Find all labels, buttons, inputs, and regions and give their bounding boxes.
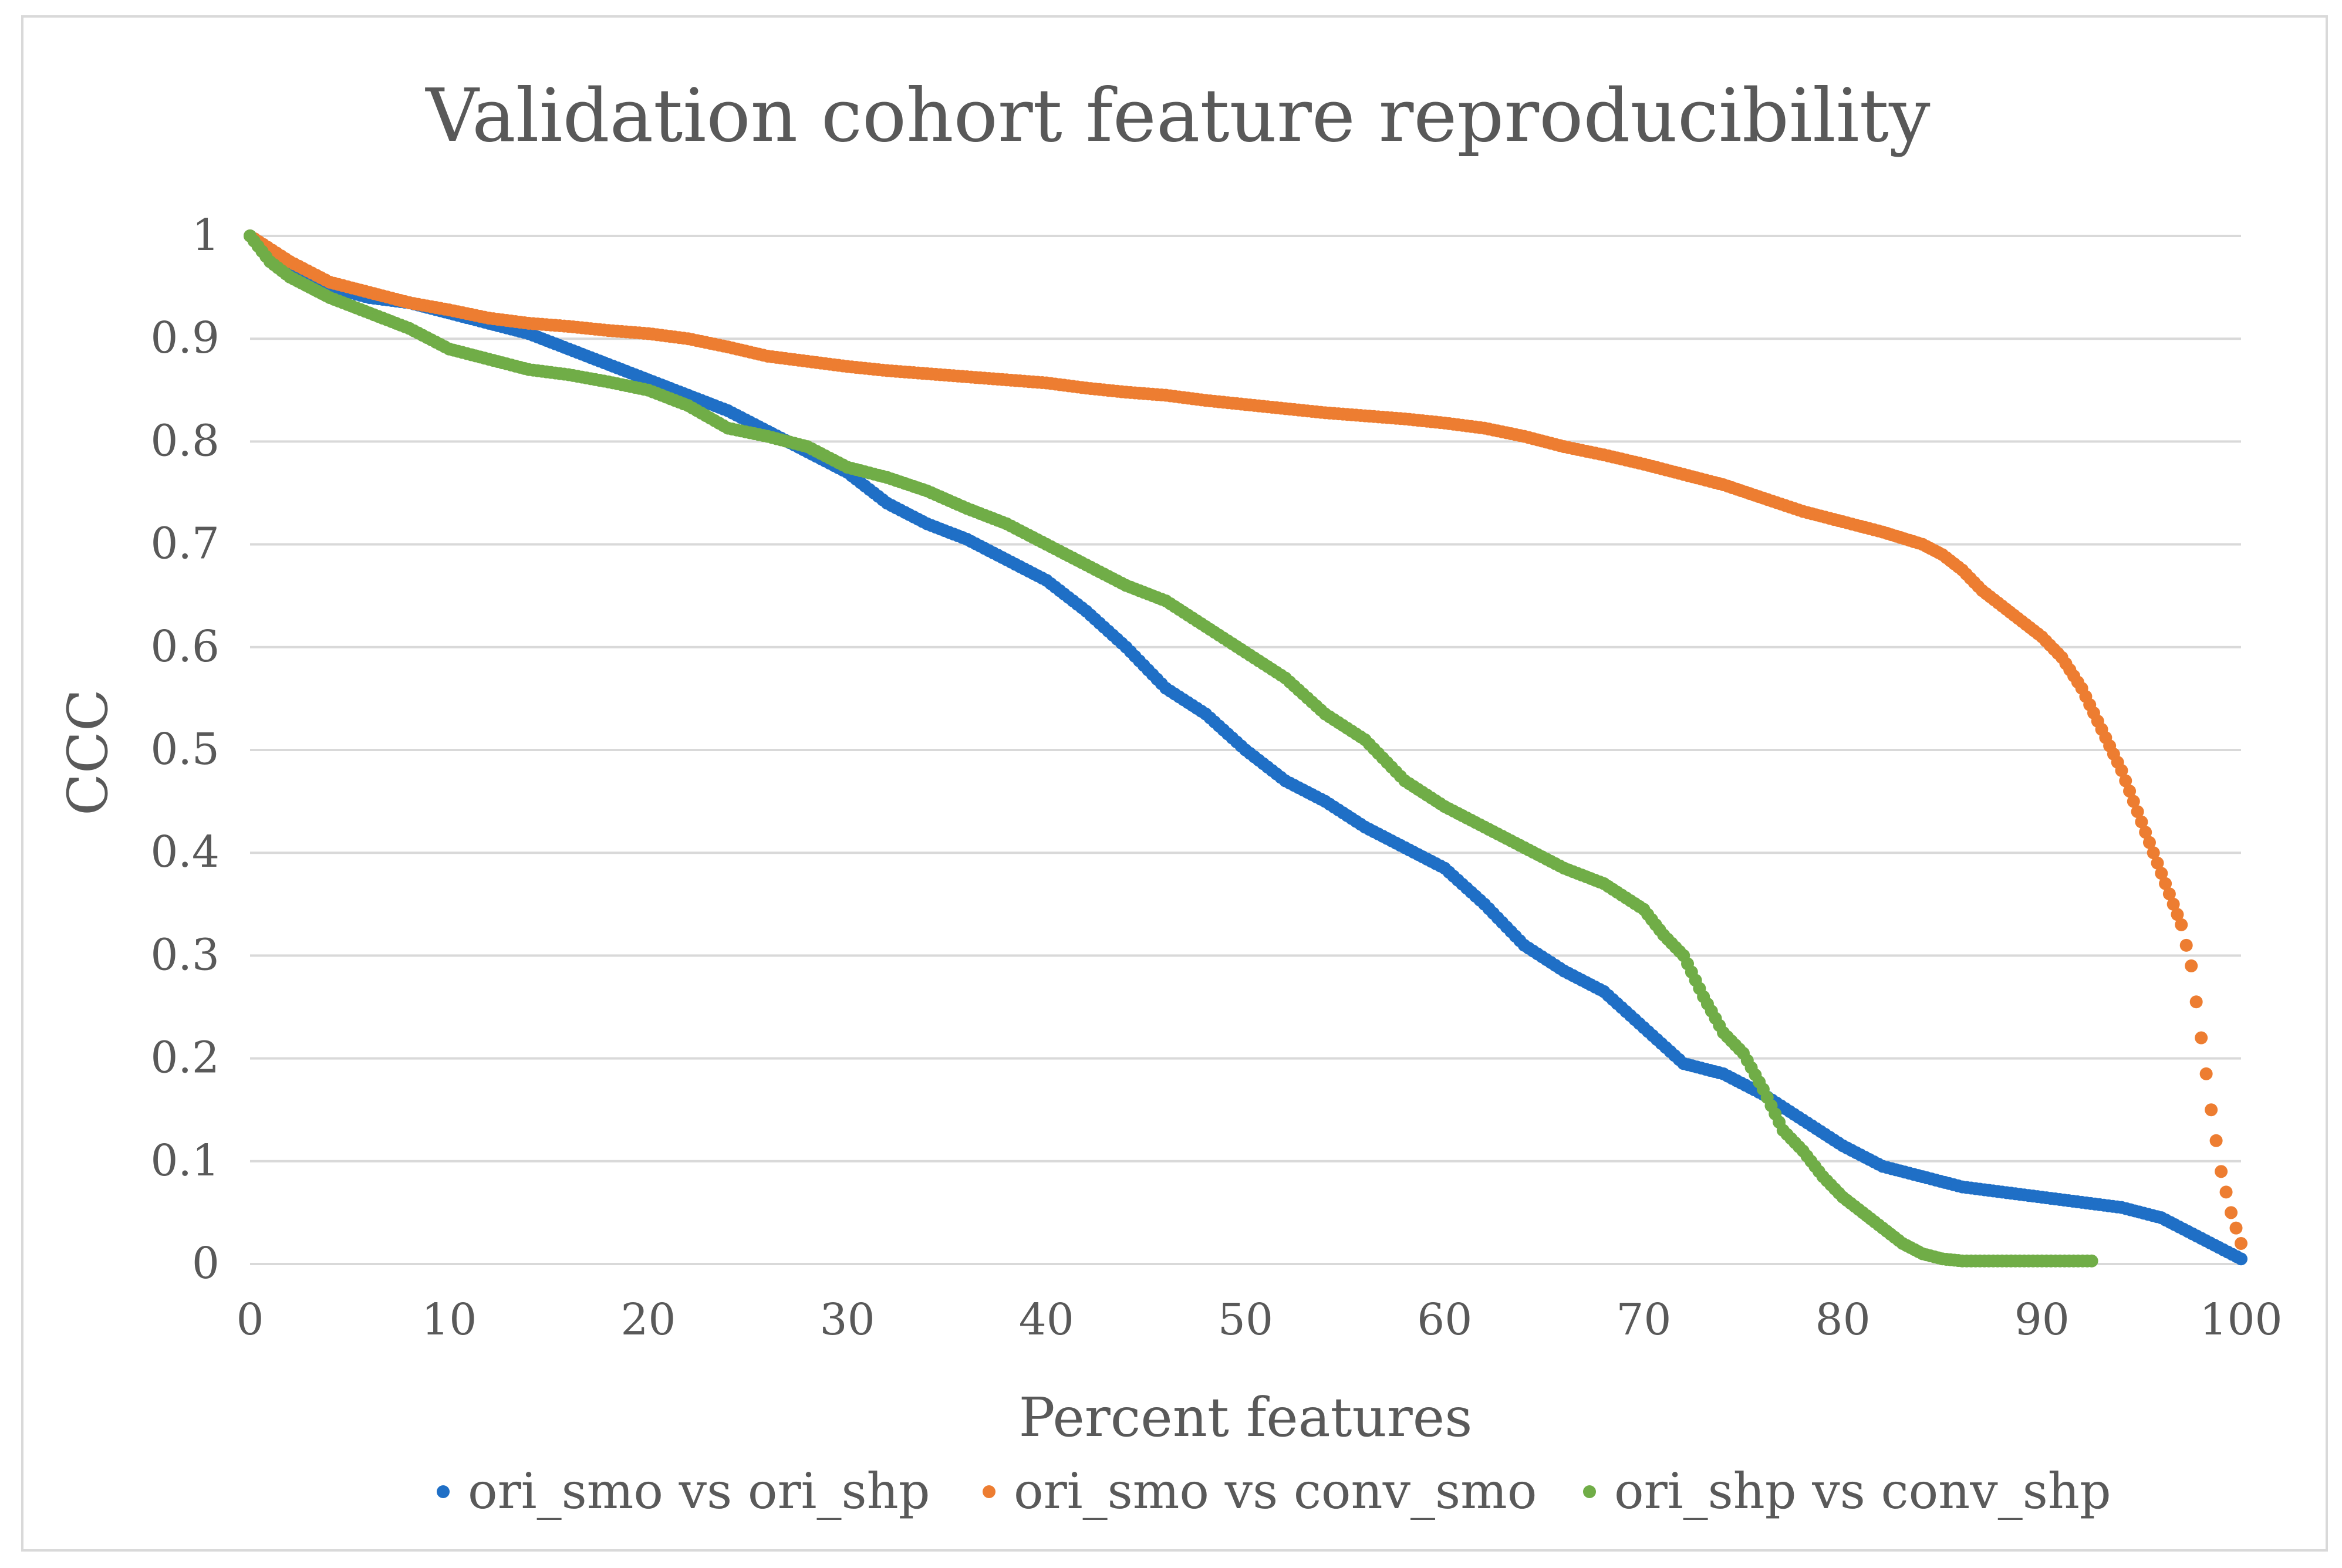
y-tick-label: 0.7	[150, 519, 220, 569]
y-tick-label: 0.8	[150, 415, 220, 466]
data-point	[2205, 1103, 2218, 1117]
data-point	[2085, 1254, 2098, 1268]
data-point	[2155, 867, 2168, 880]
data-point	[2235, 1252, 2247, 1266]
series-ori-smo-vs-ori-shp	[244, 229, 2247, 1266]
data-point	[2151, 856, 2164, 870]
chart-svg: 0 0.1 0.2 0.3 0.4 0.5 0.6 0.7 0.8 0.9 1 0 10 20 30 40 5…	[56, 73, 2283, 1520]
x-axis-label: Percent features	[1019, 1386, 1473, 1449]
data-point	[2135, 815, 2148, 829]
data-point	[2235, 1236, 2247, 1250]
data-point	[2225, 1206, 2238, 1219]
data-point	[2229, 1221, 2243, 1235]
data-point	[2123, 785, 2137, 798]
chart-frame: 0 0.1 0.2 0.3 0.4 0.5 0.6 0.7 0.8 0.9 1 0 10 20 30 40 5…	[21, 15, 2328, 1552]
x-tick-label: 0	[236, 1295, 264, 1345]
series-layer	[244, 229, 2247, 1268]
x-tick-label: 20	[620, 1295, 676, 1345]
x-tick-label: 40	[1019, 1295, 1074, 1345]
legend-label-ori-smo-vs-ori-shp: ori_smo vs ori_shp	[468, 1462, 930, 1520]
legend-marker-ori-smo-vs-ori-shp	[437, 1485, 450, 1498]
data-point	[2147, 846, 2160, 860]
y-tick-label: 0.3	[150, 930, 220, 980]
data-point	[2179, 938, 2193, 952]
data-point	[2115, 764, 2128, 778]
series-ori-shp-vs-conv-shp	[244, 229, 2098, 1268]
y-tick-label: 0	[192, 1238, 220, 1289]
data-point	[2119, 774, 2132, 788]
data-point	[2215, 1165, 2228, 1178]
data-point	[2166, 897, 2180, 911]
y-tick-label: 0.2	[150, 1033, 220, 1083]
legend-marker-ori-smo-vs-conv-smo	[983, 1485, 995, 1498]
data-point	[2199, 1067, 2213, 1080]
x-tick-label: 30	[820, 1295, 875, 1345]
y-tick-label: 0.4	[150, 827, 220, 877]
data-point	[2162, 887, 2176, 901]
data-point	[2189, 995, 2203, 1009]
data-point	[2127, 795, 2140, 808]
x-tick-labels: 0 10 20 30 40 50 60 70 80 90 100	[236, 1295, 2282, 1345]
legend-label-ori-shp-vs-conv-shp: ori_shp vs conv_shp	[1614, 1462, 2111, 1520]
data-point	[2131, 805, 2144, 819]
x-tick-label: 80	[1815, 1295, 1871, 1345]
y-tick-labels: 0 0.1 0.2 0.3 0.4 0.5 0.6 0.7 0.8 0.9 1	[150, 210, 220, 1289]
y-tick-label: 1	[192, 210, 220, 261]
y-tick-label: 0.9	[150, 313, 220, 363]
x-tick-label: 90	[2014, 1295, 2070, 1345]
legend-label-ori-smo-vs-conv-smo: ori_smo vs conv_smo	[1014, 1462, 1537, 1520]
x-tick-label: 60	[1417, 1295, 1472, 1345]
x-tick-label: 50	[1218, 1295, 1273, 1345]
data-point	[2209, 1134, 2223, 1147]
data-point	[2195, 1031, 2208, 1045]
legend: ori_smo vs ori_shp ori_smo vs conv_smo o…	[437, 1462, 2111, 1520]
y-tick-label: 0.6	[150, 621, 220, 672]
data-point	[2171, 908, 2184, 921]
x-tick-label: 10	[421, 1295, 477, 1345]
y-tick-label: 0.1	[150, 1136, 220, 1186]
y-tick-label: 0.5	[150, 724, 220, 775]
y-axis-label: CCC	[56, 689, 120, 816]
data-point	[2175, 918, 2188, 931]
series-ori-smo-vs-conv-smo	[244, 229, 2247, 1250]
data-point	[2185, 959, 2198, 972]
data-point	[2142, 836, 2156, 849]
x-tick-label: 100	[2199, 1295, 2282, 1345]
data-point	[2219, 1185, 2233, 1199]
data-point	[2159, 877, 2172, 890]
x-tick-label: 70	[1616, 1295, 1671, 1345]
data-point	[2139, 826, 2152, 839]
chart-title: Validation cohort feature reproducibilit…	[424, 73, 1931, 158]
legend-marker-ori-shp-vs-conv-shp	[1583, 1485, 1596, 1498]
